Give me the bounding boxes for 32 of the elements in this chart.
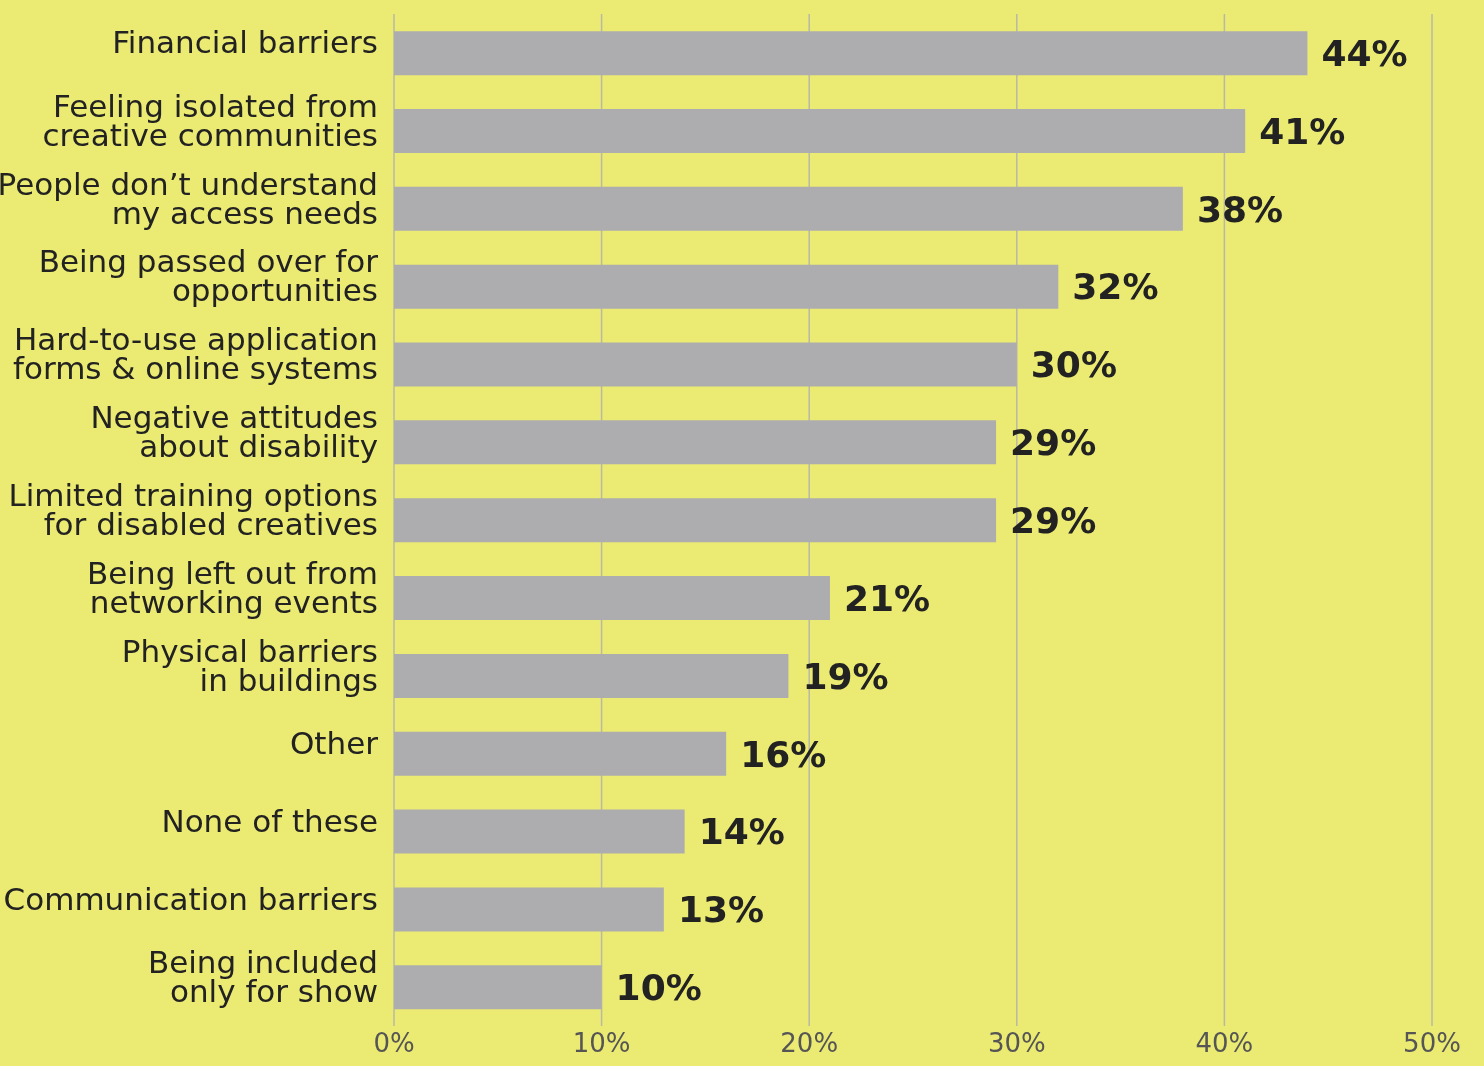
x-tick-label: 50% xyxy=(1403,1028,1461,1059)
data-label: 38% xyxy=(1196,188,1284,230)
data-label: 19% xyxy=(802,655,889,697)
y-tick-label: Being left out from networking events xyxy=(87,554,378,620)
data-label: 30% xyxy=(1030,344,1117,386)
y-tick-label: Being included only for show xyxy=(147,944,378,1010)
y-tick-label: Other xyxy=(289,725,379,762)
y-tick-label: People don’t understand my access needs xyxy=(0,165,378,231)
y-tick-label: Negative attitudes about disability xyxy=(90,399,378,465)
data-label: 10% xyxy=(615,967,702,1009)
data-label: 21% xyxy=(843,577,931,619)
y-tick-label: Limited training options for disabled creatives xyxy=(8,477,378,542)
data-label: 13% xyxy=(677,889,765,931)
data-label: 14% xyxy=(698,811,785,853)
y-tick-label: Being passed over for opportunities xyxy=(38,243,379,309)
data-label: 41% xyxy=(1259,110,1346,152)
y-tick-label: Feeling isolated from creative communities xyxy=(42,87,378,153)
data-label: 32% xyxy=(1072,266,1159,308)
x-tick-label: 10% xyxy=(572,1028,631,1059)
data-label: 29% xyxy=(1010,499,1097,541)
x-tick-label: 20% xyxy=(780,1028,839,1059)
data-label: 44% xyxy=(1321,32,1408,74)
y-tick-label: Communication barriers xyxy=(3,880,378,917)
y-tick-label: Hard-to-use application forms & online systems xyxy=(13,321,378,387)
x-tick-label: 40% xyxy=(1195,1028,1254,1059)
y-tick-label: Financial barriers xyxy=(112,24,378,61)
x-tick-label: 0% xyxy=(373,1028,415,1059)
x-tick-label: 30% xyxy=(987,1028,1046,1059)
data-label: 29% xyxy=(1010,422,1097,464)
data-label: 16% xyxy=(740,733,827,775)
y-tick-label: Physical barriers in buildings xyxy=(121,632,378,698)
y-tick-label: None of these xyxy=(161,802,378,839)
